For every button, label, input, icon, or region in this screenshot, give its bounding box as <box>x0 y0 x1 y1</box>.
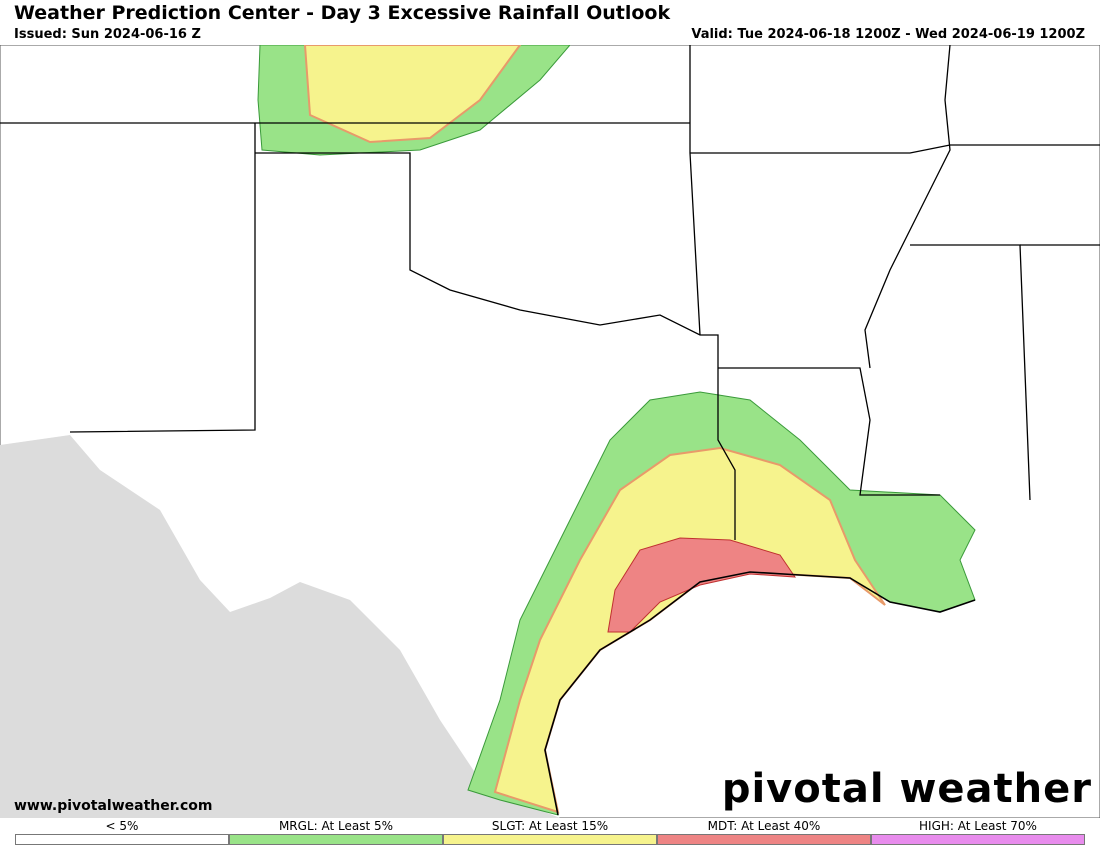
legend-swatch <box>443 834 657 845</box>
map <box>0 45 1100 818</box>
legend-swatch <box>229 834 443 845</box>
legend-swatch <box>15 834 229 845</box>
mexico <box>0 435 560 818</box>
slgt-area <box>303 45 522 144</box>
legend-item: HIGH: At Least 70% <box>871 818 1085 848</box>
legend-label: SLGT: At Least 15% <box>491 819 609 833</box>
legend-item: MRGL: At Least 5% <box>229 818 443 848</box>
logo: pivotal weather <box>721 766 1092 812</box>
website: www.pivotalweather.com <box>14 798 213 814</box>
state-border <box>69 123 256 433</box>
valid-time: Valid: Tue 2024-06-18 1200Z - Wed 2024-0… <box>691 27 1085 42</box>
legend-item: SLGT: At Least 15% <box>443 818 657 848</box>
state-border <box>255 152 736 540</box>
legend-swatch <box>657 834 871 845</box>
title: Weather Prediction Center - Day 3 Excess… <box>14 2 671 24</box>
state-border <box>718 367 940 496</box>
river-border <box>864 45 951 369</box>
legend-label: HIGH: At Least 70% <box>919 819 1037 833</box>
legend-label: MRGL: At Least 5% <box>278 819 394 833</box>
borders <box>0 45 1100 816</box>
legend: < 5% MRGL: At Least 5% SLGT: At Least 15% M… <box>15 818 1085 848</box>
coastline <box>544 571 976 816</box>
legend-label: < 5% <box>105 819 139 833</box>
legend-item: MDT: At Least 40% <box>657 818 871 848</box>
legend-swatch <box>871 834 1085 845</box>
mdt-area <box>607 537 796 633</box>
legend-label: MDT: At Least 40% <box>707 819 821 833</box>
outlook-areas <box>257 45 976 816</box>
legend-item: < 5% <box>15 818 229 848</box>
state-border <box>690 144 1100 154</box>
issued-time: Issued: Sun 2024-06-16 Z <box>14 27 201 42</box>
